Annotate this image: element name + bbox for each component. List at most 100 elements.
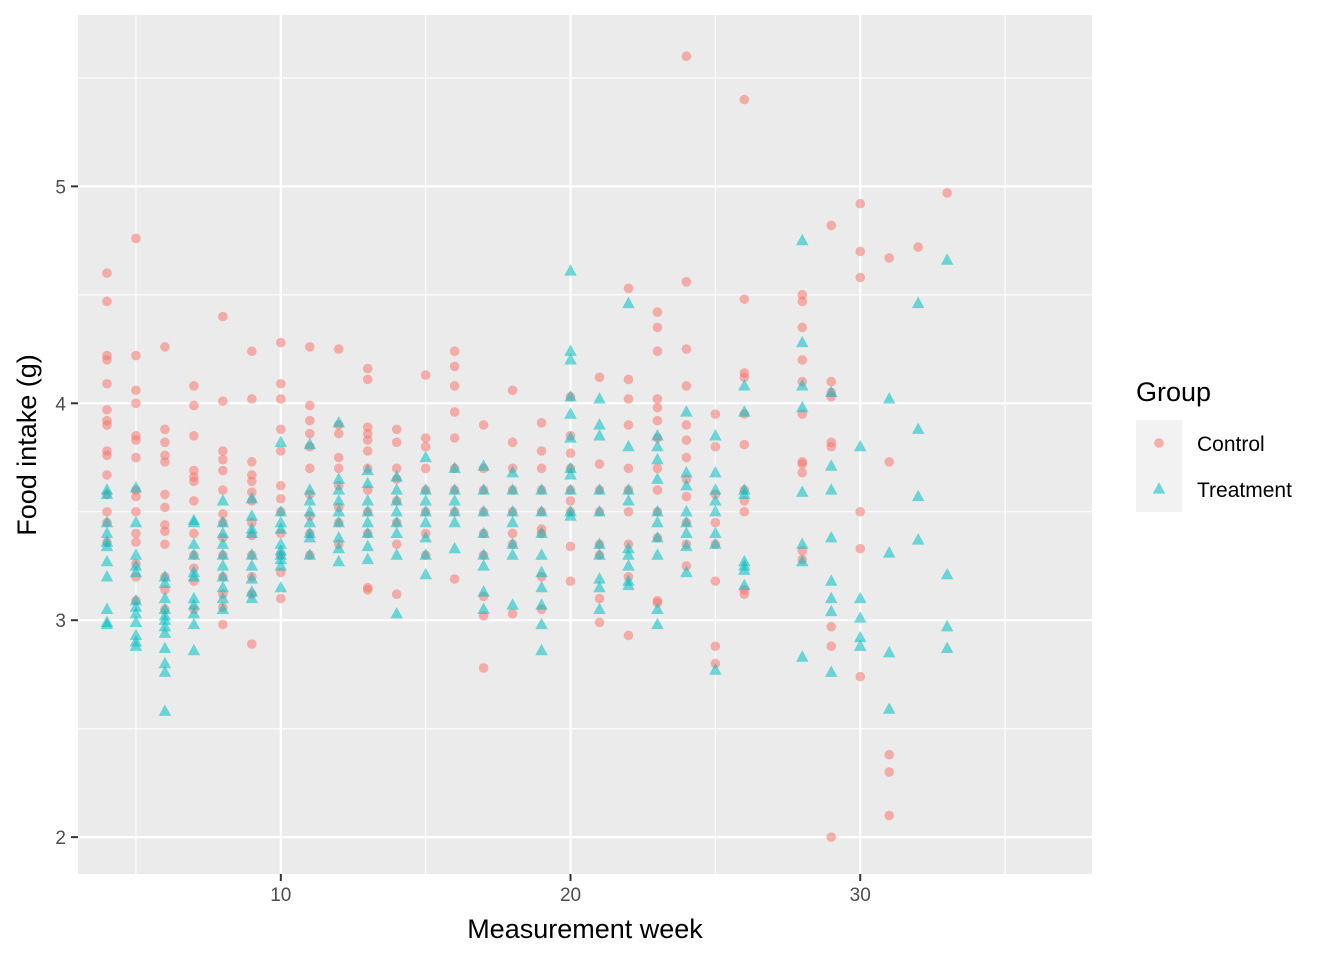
data-point-treatment (216, 559, 230, 571)
data-point-control (160, 502, 170, 513)
data-point-treatment (274, 515, 288, 528)
data-point-treatment (535, 580, 548, 593)
data-point-treatment (651, 530, 664, 543)
data-point-treatment (825, 483, 838, 495)
data-point-control (478, 420, 489, 430)
data-point-control (189, 381, 199, 391)
data-point-control (855, 246, 866, 257)
data-point-control (131, 398, 141, 409)
data-point-control (218, 485, 228, 495)
data-point-treatment (535, 548, 548, 560)
data-point-treatment (825, 665, 838, 677)
data-point-treatment (651, 452, 664, 465)
data-point-treatment (187, 643, 201, 656)
data-point-control (855, 272, 866, 283)
data-point-control (276, 593, 286, 604)
data-point-treatment (245, 585, 259, 597)
data-point-treatment (303, 504, 317, 517)
data-point-control (102, 420, 112, 430)
data-point-treatment (448, 515, 461, 528)
data-point-control (102, 355, 112, 365)
data-point-control (826, 441, 837, 452)
data-point-treatment (245, 491, 259, 504)
data-point-control (507, 608, 518, 619)
data-point-treatment (882, 645, 896, 658)
data-point-treatment (651, 429, 664, 441)
data-point-control (218, 619, 228, 630)
data-point-control (710, 441, 721, 452)
data-point-treatment (332, 541, 345, 554)
data-point-treatment (882, 546, 896, 558)
data-point-treatment (680, 526, 693, 539)
data-point-control (681, 452, 692, 463)
data-point-control (362, 374, 373, 385)
data-point-treatment (129, 565, 143, 578)
data-point-control (594, 617, 605, 628)
data-point-treatment (738, 487, 751, 500)
data-point-treatment (158, 591, 172, 604)
data-point-treatment (680, 504, 693, 517)
data-point-treatment (216, 548, 230, 560)
data-point-treatment (129, 593, 143, 606)
data-point-treatment (796, 335, 809, 348)
data-point-treatment (245, 548, 259, 560)
data-point-treatment (796, 233, 809, 246)
data-point-treatment (448, 461, 461, 473)
data-point-treatment (680, 539, 693, 552)
data-point-treatment (419, 494, 432, 506)
data-point-control (189, 528, 199, 539)
data-point-treatment (158, 570, 172, 582)
data-point-treatment (158, 641, 172, 654)
data-point-control (189, 400, 199, 411)
data-point-treatment (796, 485, 809, 497)
data-point-treatment (940, 253, 954, 265)
data-point-treatment (448, 504, 461, 517)
data-point-control (536, 446, 547, 456)
data-point-treatment (506, 515, 519, 528)
data-point-treatment (419, 548, 432, 560)
data-point-treatment (100, 617, 114, 630)
data-point-treatment (882, 702, 896, 714)
legend: Group Control Treatment (1136, 377, 1292, 512)
data-point-treatment (911, 489, 925, 502)
data-point-control (276, 394, 286, 404)
data-point-treatment (680, 405, 693, 417)
data-point-control (102, 404, 112, 415)
data-point-control (449, 407, 460, 417)
data-point-treatment (564, 431, 577, 443)
data-point-treatment (187, 617, 201, 630)
data-point-treatment (216, 580, 230, 593)
data-point-control (276, 480, 286, 491)
data-point-treatment (564, 344, 577, 356)
data-point-treatment (593, 483, 606, 495)
data-point-control (304, 428, 315, 439)
data-point-control (218, 509, 228, 519)
data-point-control (797, 355, 808, 365)
data-point-treatment (680, 515, 693, 528)
x-tick-label: 20 (560, 885, 581, 906)
data-point-control (276, 424, 286, 435)
data-point-treatment (564, 407, 577, 419)
data-point-treatment (506, 548, 519, 560)
data-point-control (739, 506, 750, 517)
data-point-treatment (651, 439, 664, 452)
data-point-control (362, 585, 373, 595)
data-point-treatment (332, 554, 345, 567)
data-point-treatment (274, 504, 288, 517)
data-point-treatment (709, 465, 722, 478)
data-point-control (304, 415, 315, 426)
data-point-control (449, 361, 460, 372)
data-point-treatment (332, 494, 345, 506)
data-point-treatment (535, 565, 548, 578)
data-point-control (681, 491, 692, 502)
data-point-treatment (245, 591, 259, 604)
data-point-control (565, 448, 576, 458)
data-point-treatment (738, 379, 751, 391)
data-point-control (884, 810, 894, 821)
data-point-treatment (680, 465, 693, 478)
data-point-treatment (448, 541, 461, 554)
data-point-control (160, 457, 170, 467)
data-point-control (102, 450, 112, 461)
data-point-control (218, 446, 228, 456)
data-point-treatment (593, 548, 606, 560)
